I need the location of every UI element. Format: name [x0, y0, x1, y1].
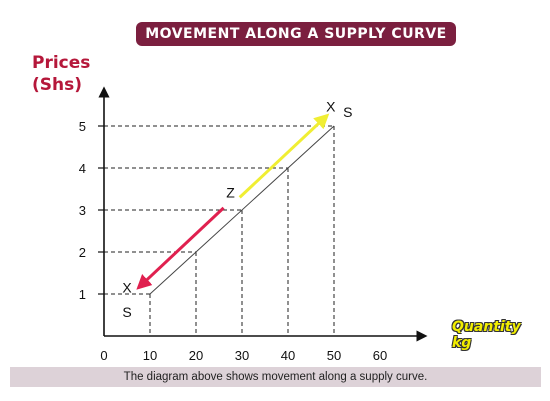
x-tick-label-10: 10 [143, 348, 157, 363]
x-axis-label: Quantity kg [452, 319, 521, 351]
annotation-s-1: S [122, 304, 131, 320]
tick-labels: 0 10 20 30 40 50 60 1 2 3 4 5 [79, 119, 387, 363]
x-tick-label-30: 30 [235, 348, 249, 363]
y-tick-label-5: 5 [79, 119, 86, 134]
movement-arrow-up [238, 113, 330, 199]
y-axis-label: Prices (Shs) [32, 52, 90, 96]
y-tick-label-4: 4 [79, 161, 86, 176]
supply-curve [149, 125, 335, 295]
guide-lines [104, 125, 335, 336]
chart-caption: The diagram above shows movement along a… [10, 367, 541, 387]
supply-curve-line-0 [149, 125, 335, 295]
x-tick-label-20: 20 [189, 348, 203, 363]
annotation-s-4: S [343, 104, 352, 120]
chart-title-banner: MOVEMENT ALONG A SUPPLY CURVE [136, 22, 456, 46]
x-tick-label-50: 50 [327, 348, 341, 363]
x-tick-label-0: 0 [100, 348, 107, 363]
x-tick-label-60: 60 [373, 348, 387, 363]
movement-arrow-down [136, 206, 225, 290]
y-tick-label-2: 2 [79, 245, 86, 260]
y-tick-label-1: 1 [79, 287, 86, 302]
annotation-x-0: X [122, 280, 132, 296]
y-tick-label-3: 3 [79, 203, 86, 218]
x-tick-label-40: 40 [281, 348, 295, 363]
movement-arrows [136, 113, 330, 290]
y-axis-label-line-2: (Shs) [32, 75, 83, 95]
annotation-z-2: Z [226, 184, 235, 200]
y-axis-label-line-1: Prices [32, 53, 91, 73]
annotation-x-3: X [326, 98, 336, 114]
